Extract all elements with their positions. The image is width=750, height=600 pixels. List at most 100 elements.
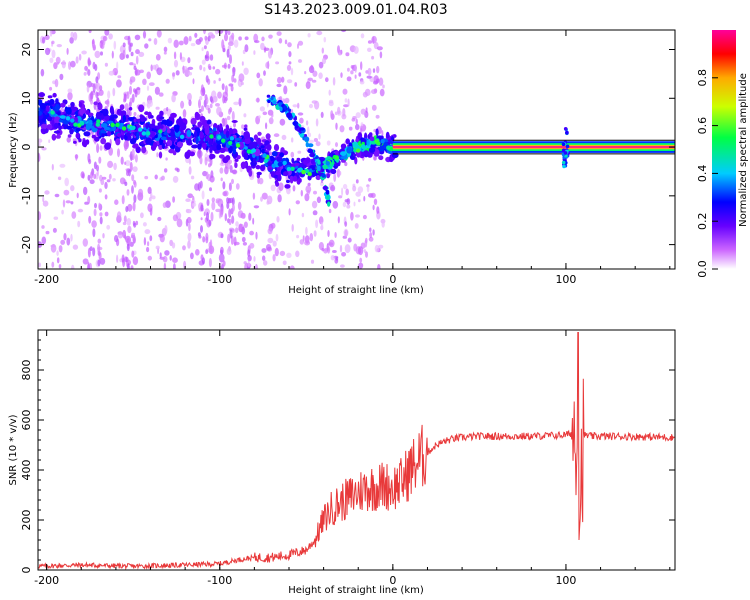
heatmap-noise-cell — [208, 241, 212, 249]
heatmap-noise-cell — [54, 193, 60, 198]
heatmap-noise-cell — [344, 229, 348, 237]
heatmap-noise-cell — [164, 225, 168, 234]
heatmap-noise-cell — [112, 87, 116, 97]
heatmap-noise-cell — [348, 126, 353, 131]
heatmap-noise-cell — [73, 31, 78, 41]
heatmap-noise-cell — [291, 224, 294, 232]
heatmap-noise-cell — [167, 37, 173, 44]
heatmap-noise-cell — [372, 80, 379, 85]
heatmap-noise-cell — [209, 247, 213, 253]
heatmap-noise-cell — [311, 100, 318, 104]
heatmap-noise-cell — [270, 184, 276, 192]
heatmap-noise-cell — [238, 36, 242, 41]
heatmap-noise-cell — [272, 240, 277, 247]
heatmap-trace-cell — [244, 124, 248, 128]
heatmap-trace-cell — [259, 164, 266, 172]
heatmap-noise-cell — [341, 30, 347, 33]
heatmap-noise-cell — [89, 179, 95, 185]
heatmap-noise-cell — [165, 78, 170, 84]
heatmap-noise-cell — [288, 61, 292, 65]
heatmap-noise-cell — [265, 122, 268, 130]
heatmap-trace-cell — [219, 123, 223, 131]
heatmap-trace-cell — [234, 158, 239, 162]
heatmap-noise-cell — [275, 61, 280, 65]
heatmap-branch-cell — [299, 127, 305, 131]
heatmap-trace-cell — [51, 133, 57, 141]
heatmap-noise-cell — [87, 263, 90, 269]
heatmap-noise-cell — [255, 97, 260, 103]
heatmap-trace-cell — [292, 175, 298, 182]
heatmap-noise-cell — [200, 217, 203, 221]
heatmap-noise-cell — [377, 244, 384, 249]
heatmap-branch-cell — [266, 94, 271, 98]
heatmap-trace-cell — [280, 147, 285, 154]
heatmap-noise-cell — [368, 236, 374, 242]
heatmap-branch-cell — [317, 159, 321, 165]
heatmap-noise-cell — [117, 148, 120, 158]
heatmap-noise-cell — [116, 254, 119, 263]
heatmap-trace-cell — [100, 137, 107, 145]
heatmap-noise-cell — [98, 202, 101, 210]
heatmap-noise-cell — [210, 170, 214, 179]
heatmap-noise-cell — [366, 75, 372, 79]
heatmap-noise-cell — [247, 255, 252, 262]
heatmap-peak-cell — [115, 122, 120, 128]
heatmap-noise-cell — [327, 230, 330, 237]
heatmap-noise-cell — [67, 91, 73, 101]
heatmap-noise-cell — [328, 208, 332, 214]
heatmap-branch-cell — [322, 185, 328, 191]
heatmap-noise-cell — [70, 201, 74, 205]
heatmap-noise-cell — [325, 77, 329, 83]
heatmap-trace-cell — [142, 117, 147, 122]
heatmap-branch-cell — [292, 121, 297, 126]
heatmap-noise-cell — [48, 139, 51, 143]
heatmap-peak-cell — [325, 161, 330, 166]
heatmap-noise-cell — [107, 90, 111, 99]
heatmap-noise-cell — [244, 36, 249, 41]
heatmap-noise-cell — [290, 67, 294, 76]
heatmap-peak-cell — [304, 168, 310, 174]
heatmap-noise-cell — [134, 88, 138, 98]
heatmap-noise-cell — [312, 70, 318, 77]
heatmap-noise-cell — [252, 217, 255, 225]
heatmap-trace-cell — [186, 129, 192, 138]
heatmap-noise-cell — [98, 251, 102, 261]
heatmap-noise-cell — [187, 240, 191, 249]
heatmap-noise-cell — [147, 186, 152, 194]
heatmap-noise-cell — [254, 40, 260, 44]
heatmap-peak-cell — [262, 153, 267, 158]
heatmap-noise-cell — [132, 166, 138, 173]
heatmap-trace-cell — [73, 140, 77, 144]
heatmap-noise-cell — [87, 195, 91, 205]
heatmap-noise-cell — [92, 228, 96, 238]
heatmap-peak-cell — [246, 149, 252, 154]
heatmap-noise-cell — [131, 174, 135, 182]
heatmap-trace-cell — [41, 128, 45, 132]
heatmap-noise-cell — [134, 67, 138, 76]
heatmap-branch-cell — [307, 143, 314, 148]
heatmap-branch-cell — [267, 99, 271, 104]
heatmap-noise-cell — [332, 77, 336, 86]
heatmap-noise-cell — [226, 115, 231, 121]
heatmap-noise-cell — [44, 34, 50, 40]
heatmap-noise-cell — [330, 184, 336, 192]
heatmap-noise-cell — [295, 200, 300, 205]
heatmap-noise-cell — [290, 266, 293, 269]
snr-x-tick-label: 100 — [555, 574, 576, 587]
heatmap-noise-cell — [148, 82, 155, 86]
heatmap-noise-cell — [86, 85, 90, 93]
heatmap-trace-cell — [174, 125, 180, 133]
snr-y-tick-label: 0 — [20, 567, 33, 574]
heatmap-noise-cell — [61, 209, 64, 215]
heatmap-noise-cell — [241, 236, 246, 243]
heatmap-noise-cell — [111, 50, 114, 59]
heatmap-noise-cell — [108, 33, 113, 40]
heatmap-noise-cell — [379, 51, 383, 59]
heatmap-trace-cell — [273, 144, 280, 152]
heatmap-trace-cell — [225, 155, 231, 161]
heatmap-branch-cell — [286, 112, 293, 119]
heatmap-noise-cell — [378, 77, 384, 86]
heatmap-trace-cell — [234, 137, 241, 141]
heatmap-noise-cell — [367, 40, 373, 44]
heatmap-noise-cell — [347, 67, 350, 72]
